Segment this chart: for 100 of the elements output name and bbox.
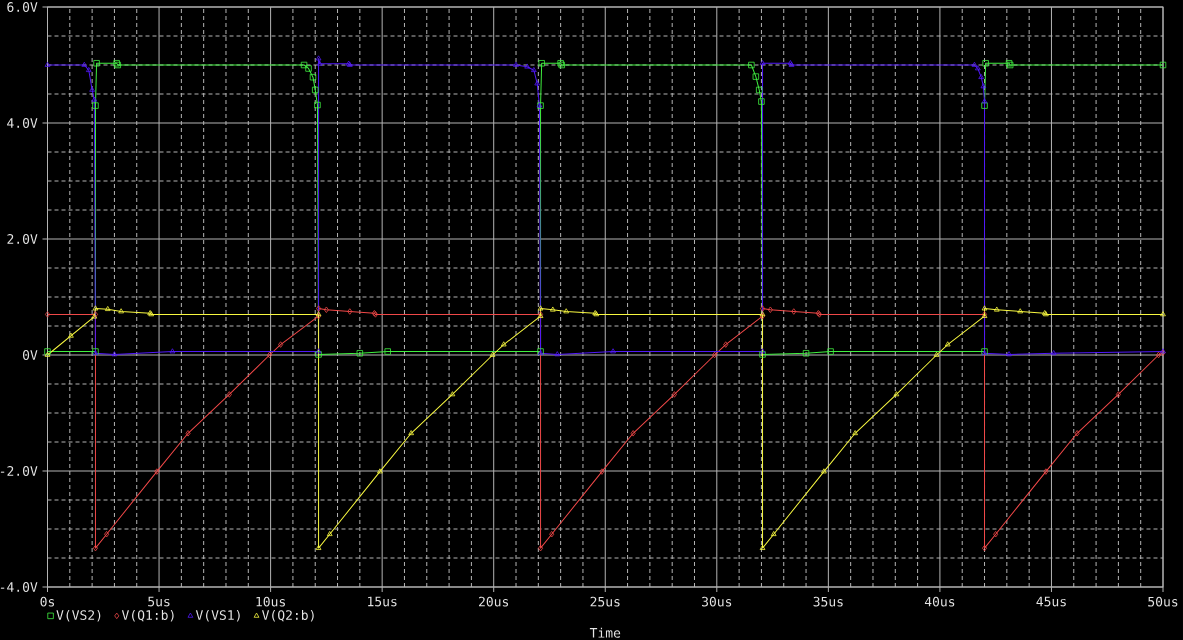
point: [315, 544, 322, 550]
point: [315, 55, 322, 61]
x-tick-label: 20us: [479, 596, 509, 607]
x-tick-label: 25us: [590, 596, 620, 607]
point: [1074, 430, 1080, 437]
point: [982, 544, 988, 552]
point: [770, 531, 777, 537]
point: [266, 351, 272, 359]
point: [993, 306, 1000, 312]
point: [550, 306, 556, 312]
point: [356, 350, 364, 357]
point: [316, 60, 323, 66]
point: [821, 468, 827, 474]
point: [326, 531, 333, 537]
point: [982, 60, 989, 67]
point: [767, 306, 773, 313]
point: [81, 61, 88, 67]
point: [538, 544, 544, 552]
point: [92, 305, 99, 311]
point: [1156, 351, 1162, 359]
point: [300, 61, 308, 69]
point: [549, 531, 555, 538]
point: [1115, 391, 1121, 398]
point: [802, 350, 810, 357]
point: [759, 348, 766, 354]
point: [630, 430, 636, 437]
point: [852, 430, 858, 436]
point: [111, 351, 118, 357]
point: [377, 468, 383, 474]
y-tick-label: 4.0V: [7, 118, 38, 128]
point: [893, 391, 900, 397]
point: [531, 67, 537, 73]
point: [1043, 468, 1049, 475]
x-tick-label: 40us: [924, 596, 955, 607]
point: [759, 351, 766, 358]
point: [760, 305, 766, 312]
point: [971, 61, 978, 67]
point: [723, 341, 729, 348]
point: [599, 468, 605, 475]
point: [1006, 351, 1012, 357]
legend-label: V(Q1:b): [121, 609, 174, 622]
point: [758, 98, 765, 105]
point: [309, 73, 317, 81]
point: [554, 351, 561, 357]
x-tick-label: 10us: [256, 596, 285, 607]
point: [944, 341, 951, 347]
point: [537, 305, 544, 311]
point: [118, 308, 124, 314]
point: [315, 348, 322, 354]
point: [975, 65, 981, 71]
legend-label: V(Q2:b): [261, 609, 314, 622]
y-tick-label: -2.0V: [0, 466, 38, 476]
point: [92, 102, 99, 109]
point: [315, 351, 322, 358]
point: [169, 348, 176, 354]
point: [68, 332, 74, 338]
point: [314, 101, 321, 109]
point: [408, 430, 414, 436]
point: [534, 80, 541, 86]
point: [759, 544, 766, 550]
point: [278, 341, 284, 348]
point: [981, 98, 988, 104]
point: [93, 60, 100, 67]
point: [226, 391, 232, 398]
point: [981, 305, 988, 311]
point: [752, 73, 760, 80]
point: [827, 348, 834, 355]
point: [449, 391, 456, 397]
point: [748, 61, 755, 69]
point: [91, 96, 98, 102]
y-tick-label: 0V: [22, 350, 38, 360]
x-tick-label: 45us: [1036, 596, 1066, 607]
x-tick-label: 50us: [1148, 596, 1178, 607]
point: [104, 531, 110, 538]
point: [316, 305, 322, 312]
point: [538, 60, 545, 67]
point: [513, 61, 519, 67]
point: [305, 65, 312, 72]
x-tick-label: 30us: [702, 596, 732, 607]
point: [993, 531, 999, 538]
point: [610, 348, 616, 354]
point: [1017, 308, 1024, 314]
point: [563, 308, 570, 314]
point: [1050, 350, 1057, 356]
x-axis-title: Time: [589, 627, 621, 638]
x-tick-label: 5us: [148, 596, 170, 607]
point: [347, 308, 353, 315]
y-tick-label: 6.0V: [7, 2, 38, 12]
y-tick-label: -4.0V: [0, 582, 38, 592]
legend-label: V(VS1): [195, 609, 240, 622]
point: [89, 86, 95, 92]
x-tick-label: 35us: [813, 596, 843, 607]
legend-label: V(VS2): [56, 609, 101, 622]
point: [185, 430, 191, 437]
point: [154, 468, 160, 475]
point: [1159, 61, 1167, 69]
x-tick-label: 0s: [40, 596, 55, 607]
point: [312, 86, 319, 94]
point: [489, 351, 496, 357]
y-tick-label: 2.0V: [7, 234, 38, 244]
